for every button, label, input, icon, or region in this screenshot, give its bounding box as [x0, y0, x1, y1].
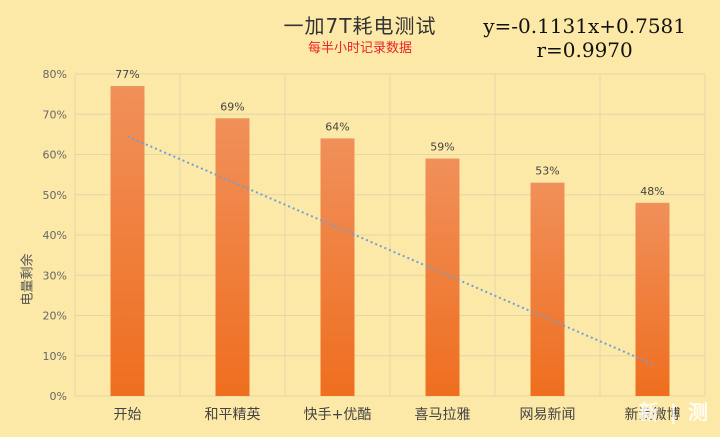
x-tick-label: 喜马拉雅 [415, 407, 471, 423]
x-tick-label: 快手+优酷 [304, 407, 372, 423]
x-axis-ticks: 开始 和平精英 快手+优酷 喜马拉雅 网易新闻 新浪微博 [114, 406, 681, 423]
y-tick-label: 10% [43, 350, 67, 363]
y-tick-label: 70% [43, 108, 67, 121]
x-tick-label: 新浪微博 [625, 406, 681, 423]
bars [110, 86, 670, 397]
data-label: 69% [220, 100, 244, 113]
y-axis-ticks: 0% 10% 20% 30% 40% 50% 60% 70% 80% [43, 68, 67, 403]
trendline-path [127, 135, 653, 365]
bar [320, 138, 355, 396]
data-label: 77% [115, 68, 139, 81]
data-label: 48% [640, 185, 664, 198]
bar [215, 118, 250, 397]
y-tick-label: 20% [43, 310, 67, 323]
x-tick-label: 开始 [114, 407, 142, 423]
data-label: 64% [325, 120, 349, 133]
grid-lines [74, 73, 706, 397]
trendline-equation: y=-0.1131x+0.7581 [483, 14, 686, 38]
y-tick-label: 80% [43, 68, 67, 81]
y-tick-label: 40% [43, 229, 67, 242]
data-labels: 77% 69% 64% 59% 53% 48% [115, 68, 664, 198]
chart-title: 一加7T耗电测试 [283, 14, 437, 38]
correlation-value: r=0.9970 [536, 38, 633, 62]
data-label: 53% [535, 165, 559, 178]
data-label: 59% [430, 141, 454, 154]
y-tick-label: 50% [43, 189, 67, 202]
chart-subtitle: 每半小时记录数据 [307, 41, 412, 56]
y-tick-label: 60% [43, 149, 67, 162]
watermark: 新 | 测 [638, 400, 710, 424]
x-tick-label: 和平精英 [205, 406, 261, 423]
trendline [127, 135, 653, 365]
bar [635, 202, 670, 396]
bar [110, 86, 145, 396]
bar [530, 182, 565, 396]
x-tick-label: 网易新闻 [520, 407, 576, 423]
y-tick-label: 0% [50, 390, 67, 403]
y-tick-label: 30% [43, 269, 67, 282]
trendline-equation-block: y=-0.1131x+0.7581 r=0.9970 [483, 14, 686, 62]
